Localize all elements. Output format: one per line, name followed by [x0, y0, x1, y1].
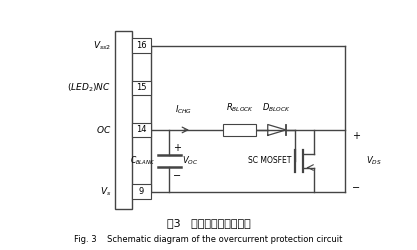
Text: $C_{BLANK}$: $C_{BLANK}$	[130, 154, 156, 167]
Text: 16: 16	[136, 42, 146, 50]
Text: 15: 15	[136, 84, 146, 92]
Bar	[132, 38, 151, 53]
Text: $D_{BLOCK}$: $D_{BLOCK}$	[262, 102, 291, 114]
Text: $I_{CHG}$: $I_{CHG}$	[175, 104, 192, 116]
Text: $V_{ss2}$: $V_{ss2}$	[93, 40, 111, 52]
Bar	[115, 31, 132, 209]
Text: 9: 9	[138, 187, 144, 196]
Text: $-$: $-$	[351, 180, 360, 190]
Text: $R_{BLOCK}$: $R_{BLOCK}$	[226, 102, 254, 114]
Text: +: +	[352, 131, 359, 141]
Bar	[132, 80, 151, 95]
Bar	[132, 122, 151, 137]
Text: $V_s$: $V_s$	[100, 186, 111, 198]
Text: 14: 14	[136, 126, 146, 134]
Text: SC MOSFET: SC MOSFET	[248, 156, 291, 165]
Text: $OC$: $OC$	[96, 124, 111, 136]
Bar	[132, 184, 151, 199]
Text: $(LED_2)NC$: $(LED_2)NC$	[67, 82, 111, 94]
Text: $-$: $-$	[172, 169, 181, 179]
Text: +: +	[173, 143, 181, 153]
Bar	[223, 124, 256, 136]
Text: Fig. 3    Schematic diagram of the overcurrent protection circuit: Fig. 3 Schematic diagram of the overcurr…	[74, 236, 343, 244]
Text: 图3   过流保护电路原理图: 图3 过流保护电路原理图	[167, 218, 250, 228]
Text: $V_{DS}$: $V_{DS}$	[366, 154, 382, 167]
Text: $V_{OC}$: $V_{OC}$	[182, 154, 199, 167]
